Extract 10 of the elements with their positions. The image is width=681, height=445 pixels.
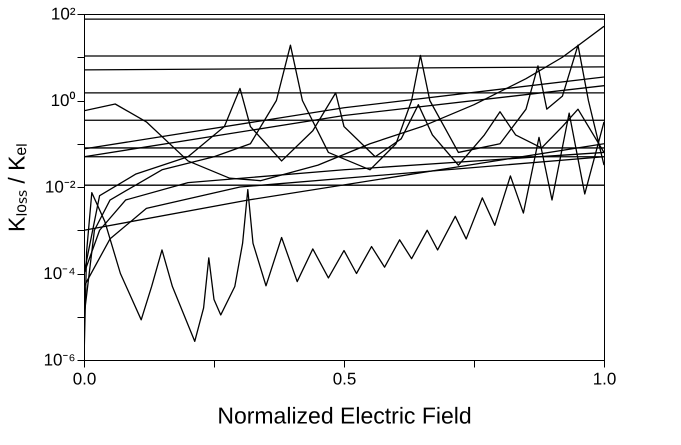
y-tick-label: 10⁰ (50, 91, 76, 110)
y-tick-label: 10⁻⁶ (44, 350, 76, 370)
x-tick-label: 0.0 (72, 370, 96, 388)
y-tick-label: 10⁻² (44, 178, 76, 196)
x-tick-label: 1.0 (592, 370, 616, 388)
y-tick-label: 10⁻⁴ (43, 264, 76, 283)
y-tick-label: 10² (50, 4, 76, 24)
x-tick-label: 0.5 (332, 370, 356, 388)
x-axis-title: Normalized Electric Field (217, 402, 472, 428)
y-axis-title: Kₗₒₛₛ / Kₑₗ (3, 142, 30, 232)
